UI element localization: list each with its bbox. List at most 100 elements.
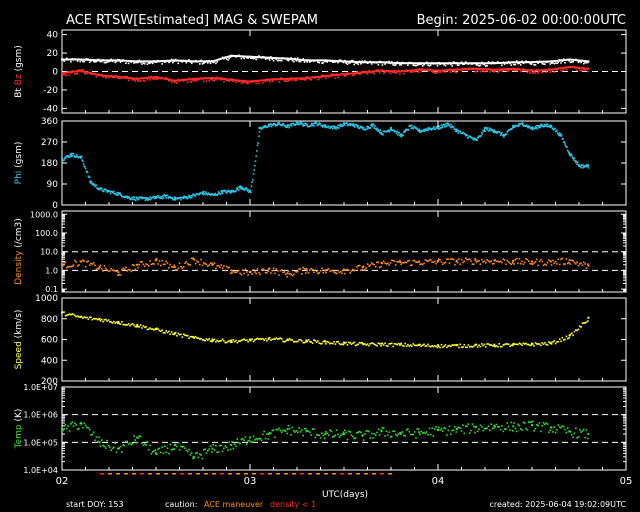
data-point: [587, 433, 590, 435]
data-point: [387, 345, 389, 347]
data-point: [276, 270, 279, 272]
data-point: [223, 340, 225, 342]
data-point: [315, 433, 318, 436]
data-point: [235, 81, 237, 84]
data-point: [393, 430, 396, 433]
data-point: [259, 80, 261, 82]
data-point: [303, 124, 306, 127]
data-point: [517, 68, 519, 71]
data-point: [276, 124, 278, 127]
data-point: [132, 196, 135, 198]
data-point: [201, 192, 204, 195]
data-point: [579, 165, 582, 168]
data-point: [566, 67, 569, 69]
data-point: [339, 123, 341, 126]
data-point: [86, 58, 88, 60]
data-point: [305, 59, 308, 62]
data-point: [448, 262, 451, 264]
data-point: [127, 79, 130, 82]
data-point: [275, 268, 278, 270]
data-point: [84, 265, 87, 268]
data-point: [228, 340, 231, 342]
data-point: [225, 192, 228, 194]
data-point: [207, 77, 209, 80]
data-point: [196, 61, 198, 63]
data-point: [577, 61, 580, 64]
data-point: [525, 125, 527, 127]
data-point: [207, 450, 209, 452]
data-point: [121, 269, 123, 271]
data-point: [161, 259, 163, 262]
data-point: [225, 79, 228, 82]
data-point: [506, 343, 509, 345]
data-point: [313, 122, 316, 125]
data-point: [87, 71, 90, 74]
data-point: [336, 127, 339, 129]
data-point: [393, 71, 396, 74]
data-point: [237, 186, 239, 189]
data-point: [490, 423, 492, 425]
data-point: [333, 435, 335, 437]
data-point: [446, 69, 448, 71]
data-point: [561, 69, 564, 72]
data-point: [549, 426, 552, 429]
data-point: [217, 340, 220, 343]
data-point: [180, 445, 182, 448]
data-point: [382, 61, 385, 64]
data-point: [260, 439, 263, 442]
data-point: [110, 75, 112, 77]
data-point: [274, 57, 276, 60]
data-point: [374, 266, 377, 268]
data-point: [95, 317, 98, 320]
data-point: [189, 454, 192, 456]
data-point: [514, 427, 517, 430]
data-point: [185, 261, 188, 263]
data-point: [429, 259, 432, 261]
x-tick-label: 05: [620, 476, 633, 487]
data-point: [384, 63, 386, 65]
data-point: [243, 338, 245, 340]
data-point: [299, 78, 302, 81]
data-point: [330, 60, 333, 62]
data-point: [263, 339, 265, 341]
data-point: [370, 432, 373, 435]
data-point: [156, 78, 158, 80]
data-point: [185, 195, 188, 198]
data-point: [117, 322, 119, 325]
data-point: [70, 72, 72, 74]
data-point: [130, 77, 133, 79]
data-point: [401, 61, 404, 64]
data-point: [450, 345, 452, 348]
data-point: [150, 263, 153, 266]
data-point: [391, 342, 393, 345]
data-point: [184, 262, 186, 264]
data-point: [376, 62, 378, 64]
data-point: [454, 130, 457, 133]
data-point: [440, 343, 443, 346]
data-point: [575, 67, 577, 69]
data-point: [499, 134, 502, 136]
data-point: [519, 343, 522, 345]
data-point: [190, 196, 193, 199]
caution-flag: [164, 473, 168, 475]
data-point: [121, 76, 123, 78]
data-point: [545, 343, 547, 346]
data-point: [554, 68, 557, 71]
data-point: [540, 69, 542, 71]
data-point: [80, 71, 83, 73]
data-point: [388, 131, 390, 133]
data-point: [585, 61, 588, 64]
data-point: [237, 269, 240, 272]
data-point: [530, 421, 533, 423]
data-point: [301, 59, 303, 62]
data-point: [481, 68, 483, 71]
data-point: [463, 63, 466, 65]
data-point: [311, 76, 314, 79]
data-point: [240, 188, 243, 190]
data-point: [137, 79, 139, 82]
data-point: [342, 61, 345, 64]
data-point: [138, 80, 141, 83]
data-point: [537, 125, 539, 127]
data-point: [252, 178, 254, 181]
data-point: [181, 446, 184, 448]
